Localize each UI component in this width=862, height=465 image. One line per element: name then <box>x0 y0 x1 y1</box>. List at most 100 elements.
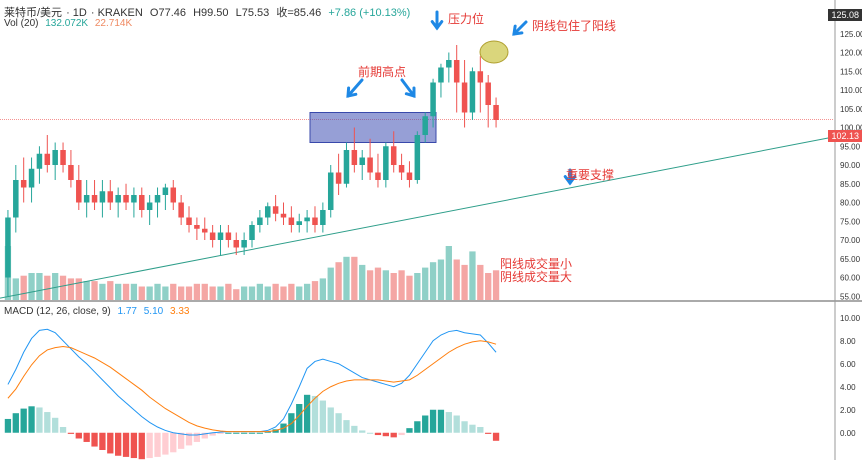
macd-histogram-bar <box>4 418 12 433</box>
price-tick-label: 100.00 <box>840 124 862 133</box>
candle-body <box>5 217 11 278</box>
volume-bar <box>193 283 201 300</box>
volume-bar <box>437 259 445 300</box>
price-tick-label: 115.00 <box>840 67 862 76</box>
price-tick-label: 125.00 <box>840 30 862 39</box>
price-tick-label: 95.00 <box>840 142 861 151</box>
low-value: L75.53 <box>235 7 270 19</box>
annotation-pressure: 压力位 <box>448 12 485 26</box>
candle-body <box>83 195 90 203</box>
candle-body <box>312 217 318 225</box>
macd-histogram-bar <box>303 394 311 433</box>
macd-histogram-bar <box>453 415 460 433</box>
candle-body <box>233 240 240 248</box>
macd-histogram-bar <box>99 432 106 450</box>
macd-histogram-bar <box>115 432 122 456</box>
volume-label: Vol (20) <box>4 18 39 29</box>
macd-histogram-bar <box>240 432 248 434</box>
macd-histogram-bar <box>44 412 51 433</box>
macd-histogram-bar <box>177 432 185 449</box>
macd-histogram-bar <box>461 421 468 433</box>
candle-body <box>390 146 397 165</box>
volume-bar <box>162 286 169 300</box>
volume-bar <box>319 278 327 300</box>
volume-bar <box>477 264 484 300</box>
volume-bar <box>115 283 122 300</box>
macd-histogram-bar <box>233 432 240 434</box>
volume-bar <box>44 275 51 300</box>
candle-body <box>194 225 200 229</box>
macd-histogram-bar <box>382 432 389 437</box>
macd-histogram-bar <box>343 420 350 433</box>
arrow-prior-high-right <box>400 78 416 98</box>
candle-body <box>76 180 82 203</box>
macd-histogram-bar <box>445 412 452 433</box>
candle-body <box>280 213 287 218</box>
volume-bar <box>138 286 145 300</box>
volume-bar <box>99 283 106 300</box>
open-value: O77.46 <box>149 7 186 19</box>
interval: 1D <box>72 7 87 19</box>
candle-body <box>99 191 106 203</box>
candle-body <box>493 105 499 120</box>
candle-body <box>178 202 184 218</box>
volume-bar <box>303 283 311 300</box>
macd-histogram-bar <box>201 432 208 439</box>
volume-bar <box>445 246 452 300</box>
macd-histogram-bar <box>327 407 334 433</box>
volume-bar <box>233 289 240 300</box>
volume-bar <box>146 286 153 300</box>
candle-body <box>131 195 137 203</box>
arrow-engulf-head <box>512 24 524 36</box>
exchange: KRAKEN <box>97 7 143 19</box>
macd-value-1: 1.77 <box>117 306 137 317</box>
macd-histogram-bar <box>351 425 358 433</box>
candle-body <box>241 240 247 248</box>
volume-bar <box>390 273 397 300</box>
volume-bar <box>382 270 389 300</box>
price-tick-label: 105.00 <box>840 105 862 114</box>
candle-body <box>320 210 326 225</box>
macd-histogram-bar <box>272 429 279 433</box>
volume-bar <box>280 286 287 300</box>
volume-header[interactable]: Vol (20) 132.072K 22.714K <box>4 18 136 29</box>
candle-body <box>367 157 373 173</box>
arrow-prior-high-left <box>346 78 364 98</box>
volume-bar <box>36 273 43 300</box>
volume-bar <box>343 256 350 300</box>
volume-bar <box>327 267 334 300</box>
macd-histogram-bar <box>146 432 153 459</box>
candle-body <box>28 168 35 188</box>
macd-histogram-bar <box>398 432 405 436</box>
volume-bar <box>83 281 90 300</box>
macd-histogram-bar <box>138 432 145 460</box>
candle-body <box>186 217 192 225</box>
candle-body <box>249 225 255 240</box>
signal-line <box>7 340 497 433</box>
candle-body <box>257 217 263 225</box>
candle-body <box>139 195 145 210</box>
macd-histogram-bar <box>154 432 161 457</box>
volume-bar <box>453 259 460 300</box>
macd-tick-label: 8.00 <box>840 337 856 346</box>
symbol-header[interactable]: 莱特币/美元 · 1D · KRAKEN O77.46 H99.50 L75.53 … <box>4 7 411 19</box>
macd-header[interactable]: MACD (12, 26, close, 9) 1.77 5.10 3.33 <box>4 306 193 317</box>
volume-bar <box>359 264 366 300</box>
macd-histogram-bar <box>83 432 90 442</box>
macd-histogram-bar <box>170 432 177 453</box>
volume-bar <box>248 286 256 300</box>
price-tick-label: 60.00 <box>840 274 861 283</box>
volume-bar <box>469 251 476 300</box>
candle-body <box>217 232 224 240</box>
macd-histogram-bar <box>359 430 366 433</box>
candle-body <box>20 180 27 188</box>
candle-body <box>351 150 358 165</box>
candle-body <box>343 150 350 184</box>
symbol-name: 莱特币/美元 <box>4 7 63 19</box>
volume-bar <box>177 286 185 300</box>
price-tick-label: 80.00 <box>840 199 861 208</box>
candle-body <box>446 60 452 68</box>
volume-bar <box>122 283 130 300</box>
macd-histogram-bar <box>130 432 138 459</box>
